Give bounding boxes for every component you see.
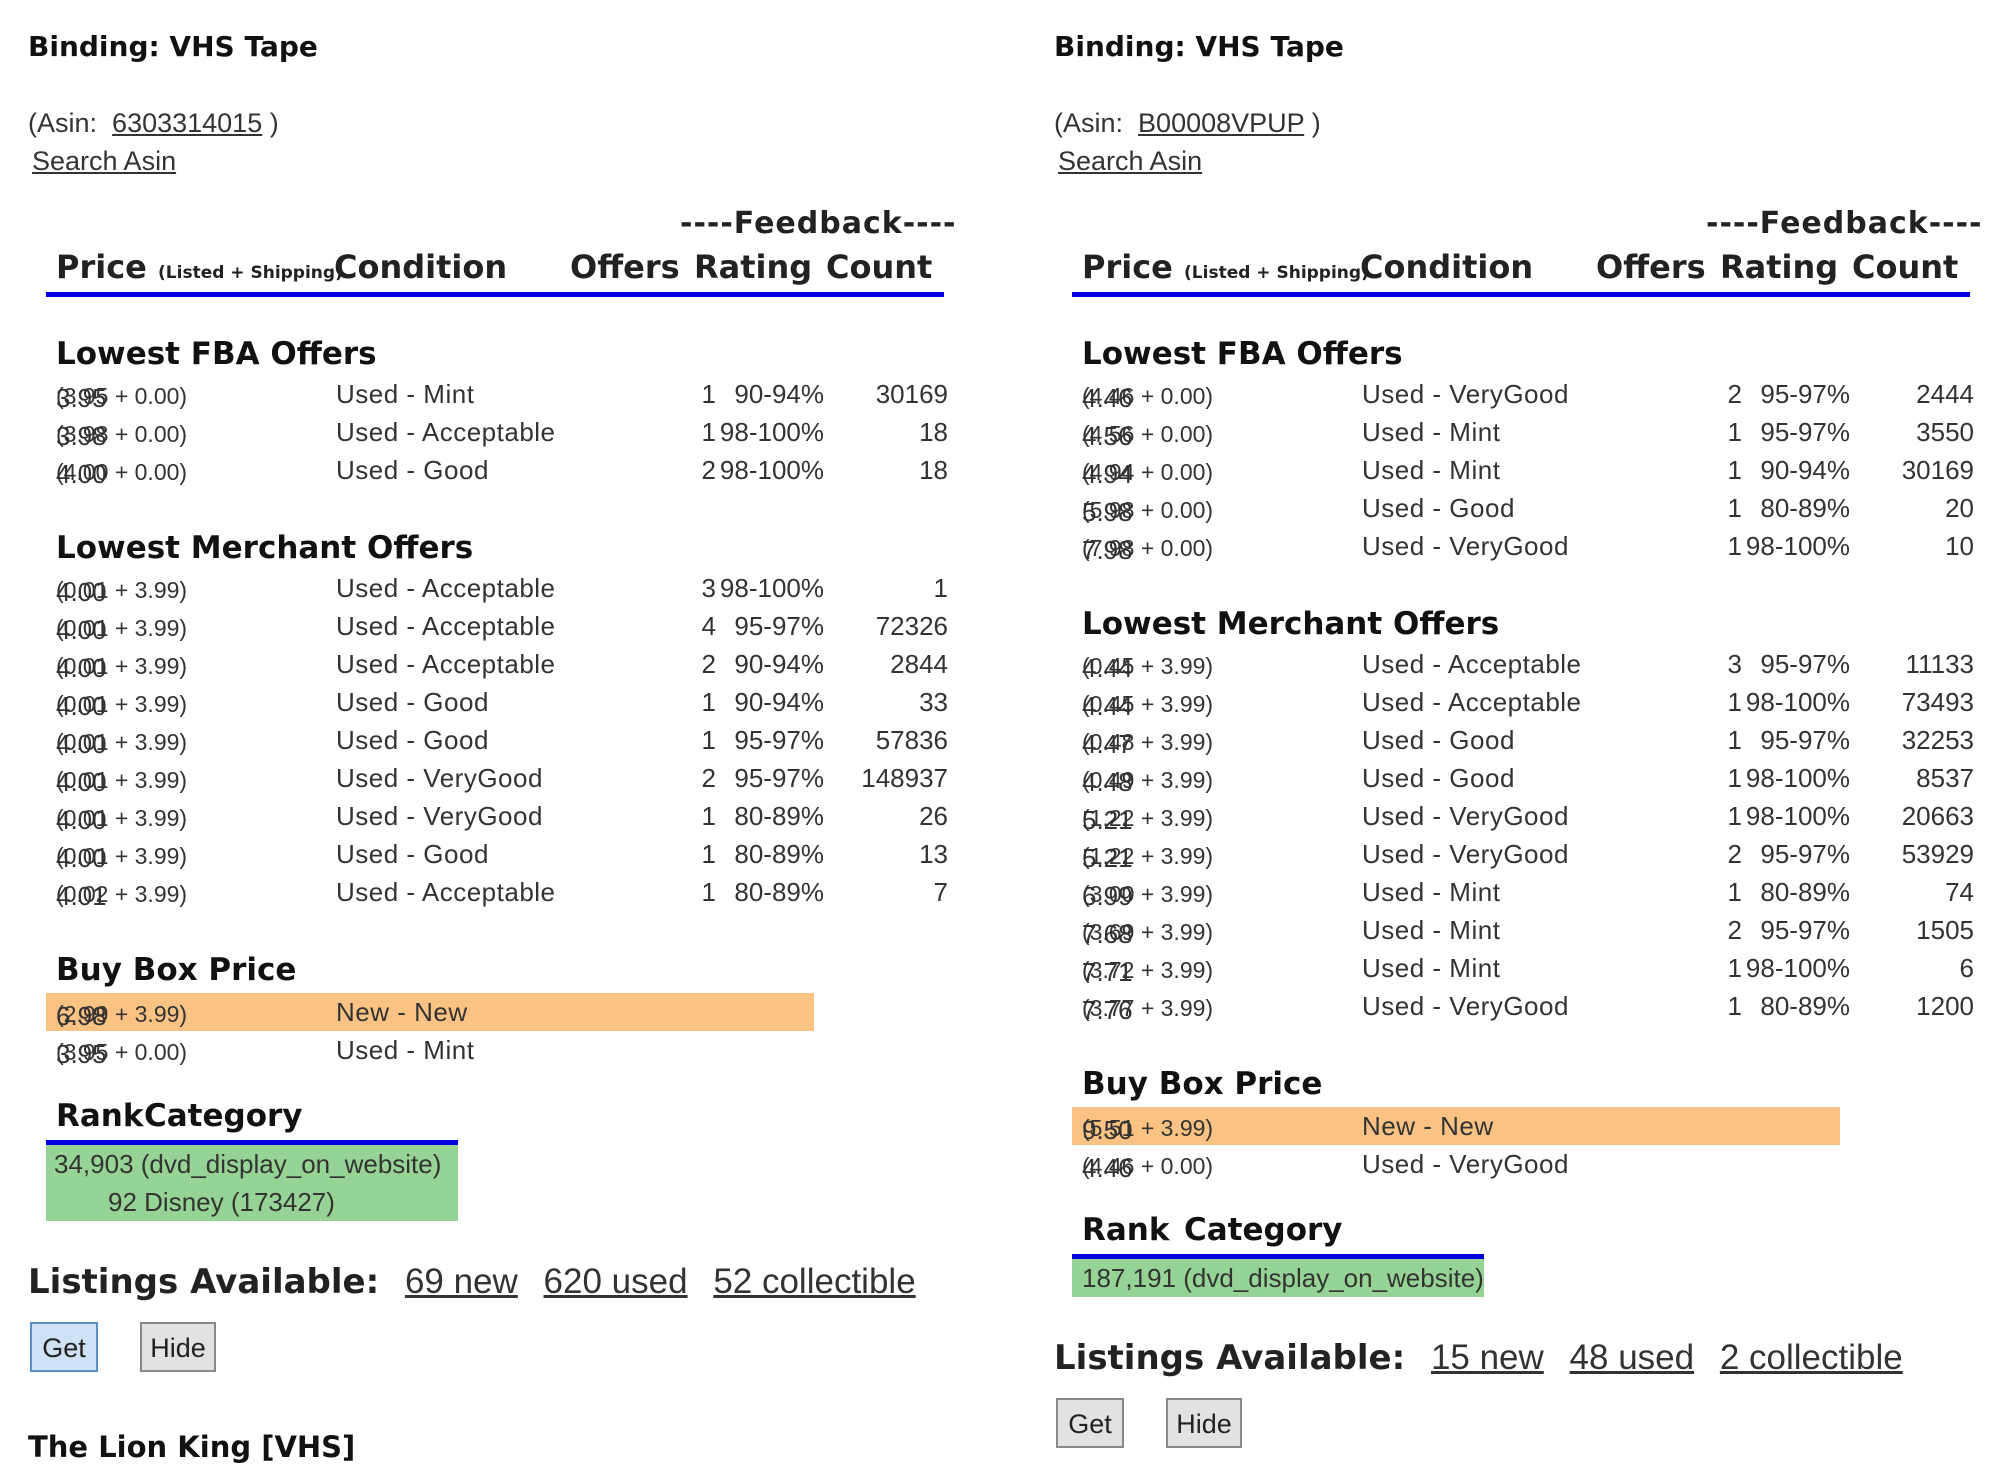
merchant-offers-title: Lowest Merchant Offers [56,530,474,566]
feedback-caption: ----Feedback---- [680,206,957,241]
price-header: Price (Listed + Shipping) [56,248,343,286]
asin-line: (Asin: B00008VPUP ) [1054,108,1321,139]
category-label: Category [1184,1212,1343,1248]
buy-box-title: Buy Box Price [56,952,297,988]
price-note: (Listed + Shipping) [158,263,343,283]
offers-table-header: Price (Listed + Shipping) Condition Offe… [46,246,944,297]
offer-row: 5.98 (5.98 + 0.00) Used - Good 1 80-89% 20 [1082,493,1974,527]
offer-row: 4.00 (4.00 + 0.00) Used - Good 2 98-100% 18 [56,455,948,489]
search-asin-link[interactable]: Search Asin [32,146,177,176]
asin-link[interactable]: B00008VPUP [1138,108,1305,138]
offer-row: 4.00 (0.01 + 3.99) Used - Acceptable 3 98-1… [56,573,948,607]
offer-row: 4.44 (0.45 + 3.99) Used - Acceptable 3 95-9… [1082,649,1974,683]
offers-table-header: Price (Listed + Shipping) Condition Offe… [1072,246,1970,297]
count-header: Count [1852,248,1959,286]
offer-row: 4.00 (0.01 + 3.99) Used - Good 1 90-94% 33 [56,687,948,721]
price-note: (Listed + Shipping) [1184,263,1369,283]
offer-row: 3.98 (3.98 + 0.00) Used - Acceptable 1 98-1… [56,417,948,451]
asin-suffix: ) [1311,108,1321,138]
asin-suffix: ) [269,108,279,138]
listings-collectible-link[interactable]: 2 collectible [1719,1338,1903,1377]
get-button[interactable]: Get [1056,1398,1124,1448]
rating-header: Rating [694,248,813,286]
listings-available: Listings Available: 69 new 620 used 52 c… [28,1262,916,1302]
get-button[interactable]: Get [30,1322,98,1372]
offer-row: 5.21 (1.22 + 3.99) Used - VeryGood 2 95-97%… [1082,839,1974,873]
rank-box: 34,903 (dvd_display_on_website) 92 Disne… [46,1145,458,1221]
feedback-caption: ----Feedback---- [1706,206,1983,241]
rank-line: 34,903 (dvd_display_on_website) [54,1149,442,1179]
offer-row: 7.98 (7.98 + 0.00) Used - VeryGood 1 98-100… [1082,531,1974,565]
rank-line: 187,191 (dvd_display_on_website) [1082,1263,1484,1293]
asin-prefix: (Asin: [28,108,98,138]
listings-new-link[interactable]: 15 new [1430,1338,1544,1377]
search-asin-link[interactable]: Search Asin [1058,146,1203,176]
asin-line: (Asin: 6303314015 ) [28,108,279,139]
fba-offers-title: Lowest FBA Offers [56,336,377,372]
listings-collectible-link[interactable]: 52 collectible [713,1262,916,1301]
listings-available: Listings Available: 15 new 48 used 2 col… [1054,1338,1903,1378]
offer-row: 4.94 (4.94 + 0.00) Used - Mint 1 90-94% 3016… [1082,455,1974,489]
offer-row: 7.76 (3.77 + 3.99) Used - VeryGood 1 80-89%… [1082,991,1974,1025]
hide-button[interactable]: Hide [1166,1398,1242,1448]
buy-box-title: Buy Box Price [1082,1066,1323,1102]
offer-row: 4.46 (4.46 + 0.00) Used - VeryGood 2 95-97%… [1082,379,1974,413]
asin-link[interactable]: 6303314015 [112,108,263,138]
offer-row: 6.99 (3.00 + 3.99) Used - Mint 1 80-89% 74 [1082,877,1974,911]
binding-label: Binding: VHS Tape [1054,30,1344,63]
condition-header: Condition [334,248,508,286]
buy-box-row: 4.46 (4.46 + 0.00) Used - VeryGood [1082,1149,1569,1183]
price-header: Price (Listed + Shipping) [1082,248,1369,286]
offer-row: 7.68 (3.69 + 3.99) Used - Mint 2 95-97% 1505 [1082,915,1974,949]
listings-label: Listings Available: [1054,1338,1406,1378]
buy-box-row-highlight: 6.98 (2.99 + 3.99) New - New [46,993,814,1031]
category-label: Category [144,1098,303,1134]
offer-row: 4.01 (0.02 + 3.99) Used - Acceptable 1 80-8… [56,877,948,911]
offer-row: 4.00 (0.01 + 3.99) Used - VeryGood 2 95-97%… [56,763,948,797]
fba-offers-title: Lowest FBA Offers [1082,336,1403,372]
hide-button[interactable]: Hide [140,1322,216,1372]
next-product-title: The Lion King [VHS] [28,1430,356,1464]
offer-row: 4.00 (0.01 + 3.99) Used - VeryGood 1 80-89%… [56,801,948,835]
buy-box-row-highlight: 9.50 (5.51 + 3.99) New - New [1072,1107,1840,1145]
listings-used-link[interactable]: 620 used [543,1262,688,1301]
condition-header: Condition [1360,248,1534,286]
rank-header: Rank Category [46,1094,458,1145]
count-header: Count [826,248,933,286]
offer-row: 4.47 (0.48 + 3.99) Used - Good 1 95-97% 3225… [1082,725,1974,759]
offers-header: Offers [570,248,680,286]
offer-row: 4.00 (0.01 + 3.99) Used - Acceptable 2 90-9… [56,649,948,683]
rank-box: 187,191 (dvd_display_on_website) [1072,1259,1484,1297]
asin-prefix: (Asin: [1054,108,1124,138]
merchant-offers-title: Lowest Merchant Offers [1082,606,1500,642]
left-product-panel: Binding: VHS Tape (Asin: 6303314015 ) Se… [28,0,988,1464]
offer-row: 4.00 (0.01 + 3.99) Used - Good 1 80-89% 13 [56,839,948,873]
rating-header: Rating [1720,248,1839,286]
listings-new-link[interactable]: 69 new [404,1262,518,1301]
rank-line: 92 Disney (173427) [108,1187,335,1217]
offer-row: 4.00 (0.01 + 3.99) Used - Good 1 95-97% 5783… [56,725,948,759]
offer-row: 4.44 (0.45 + 3.99) Used - Acceptable 1 98-1… [1082,687,1974,721]
offer-row: 7.71 (3.72 + 3.99) Used - Mint 1 98-100% 6 [1082,953,1974,987]
offer-row: 4.00 (0.01 + 3.99) Used - Acceptable 4 95-9… [56,611,948,645]
right-product-panel: Binding: VHS Tape (Asin: B00008VPUP ) Se… [1054,0,1990,1460]
rank-label: Rank [56,1098,144,1134]
listings-used-link[interactable]: 48 used [1569,1338,1695,1377]
offer-row: 4.48 (0.49 + 3.99) Used - Good 1 98-100% 853… [1082,763,1974,797]
offer-row: 5.21 (1.22 + 3.99) Used - VeryGood 1 98-100… [1082,801,1974,835]
listings-label: Listings Available: [28,1262,380,1302]
offer-row: 3.95 (3.95 + 0.00) Used - Mint 1 90-94% 3016… [56,379,948,413]
buy-box-row: 3.95 (3.95 + 0.00) Used - Mint [56,1035,475,1069]
offers-header: Offers [1596,248,1706,286]
offer-row: 4.56 (4.56 + 0.00) Used - Mint 1 95-97% 3550 [1082,417,1974,451]
rank-header: Rank Category [1072,1208,1484,1259]
rank-label: Rank [1082,1212,1170,1248]
binding-label: Binding: VHS Tape [28,30,318,63]
